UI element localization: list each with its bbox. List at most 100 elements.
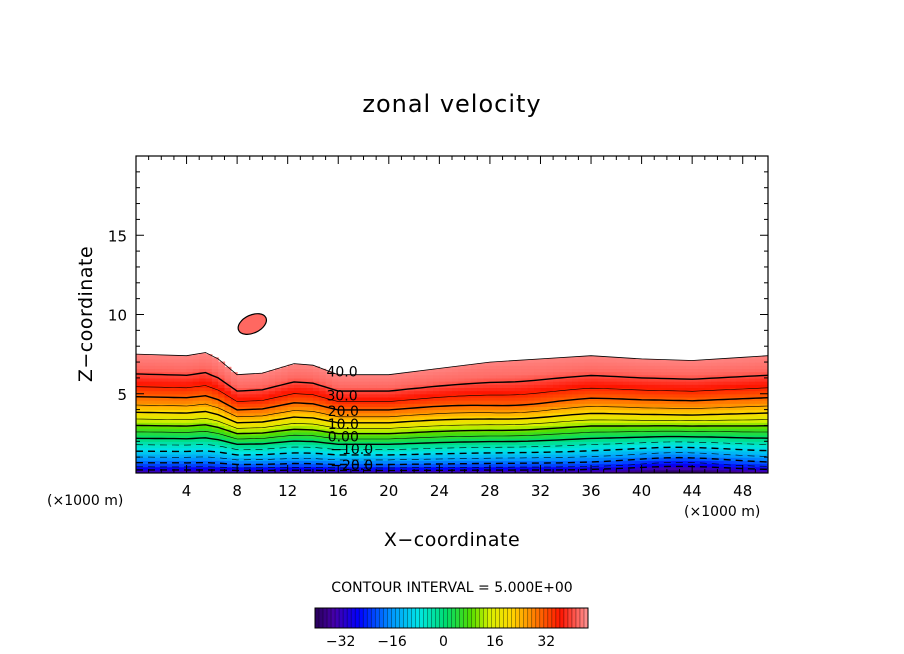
field-cell [268,377,276,382]
field-cell [742,381,750,385]
field-cell [641,387,649,392]
field-cell [136,354,143,357]
field-cell [698,441,706,446]
field-cell [534,365,542,369]
field-cell [426,384,434,389]
field-cell [268,384,276,389]
field-cell [565,357,573,360]
field-cell [445,469,453,473]
field-cell [534,469,542,473]
field-cell [584,381,592,385]
field-cell [749,368,756,373]
field-cell [761,377,768,382]
colorbar-swatch [543,608,549,628]
field-cell [483,393,491,398]
field-cell [464,438,472,442]
field-cell [508,362,516,366]
field-cell [287,387,295,392]
field-cell [685,406,693,411]
field-cell [167,450,175,455]
field-cell [199,425,207,430]
field-cell [603,400,611,404]
field-cell [218,412,226,417]
field-cell [344,453,352,458]
field-cell [312,368,320,373]
field-cell [426,438,434,442]
field-cell [527,403,535,408]
field-cell [685,447,693,452]
field-cell [319,419,327,423]
field-cell [407,400,415,404]
field-cell [591,368,598,373]
field-cell [376,374,384,379]
field-cell [692,360,700,363]
field-cell [711,409,719,414]
field-cell [205,381,213,385]
field-cell [312,441,320,446]
field-cell [628,368,636,373]
field-cell [312,371,320,376]
field-cell [395,422,403,427]
field-cell [439,412,447,417]
field-cell [654,381,662,385]
field-cell [470,374,478,379]
field-cell [237,415,245,420]
field-cell [628,428,636,433]
field-cell [199,358,207,363]
field-cell [654,463,662,468]
field-cell [660,409,668,414]
field-cell [243,384,251,389]
contour-line [136,435,768,446]
field-cell [502,362,510,366]
field-cell [553,362,561,366]
field-cell [180,400,188,404]
field-cell [325,387,333,392]
field-cell [521,425,529,430]
field-cell [628,377,636,382]
field-cell [730,415,737,420]
field-cell [136,441,143,446]
contour-label: 0.00 [328,430,359,446]
field-cell [755,356,763,360]
field-cell [755,377,763,382]
field-cell [237,469,245,473]
field-cell [755,441,763,446]
field-cell [376,438,384,442]
field-cell [300,428,308,433]
field-cell [635,422,643,427]
field-cell [211,409,219,414]
field-cell [540,469,548,473]
field-cell [540,434,548,439]
field-cell [565,441,573,446]
field-cell [433,419,440,423]
field-cell [445,381,453,385]
field-cell [325,393,333,398]
field-cell [489,422,497,427]
field-cell [761,381,768,385]
colorbar-swatch [559,608,565,628]
field-cell [679,393,687,398]
field-cell [154,393,162,398]
colorbar-swatch [339,608,344,628]
field-cell [591,466,598,471]
field-cell [420,400,428,404]
field-cell [249,438,257,442]
field-cell [641,390,649,395]
field-cell [325,460,333,465]
field-cell [445,444,453,449]
field-cell [445,453,453,458]
field-cell [521,444,529,449]
field-cell [218,396,226,401]
field-cell [666,431,674,436]
field-cell [300,384,308,389]
field-cell [673,381,681,385]
field-cell [218,460,226,465]
field-cell [755,384,763,389]
field-cell [300,393,308,398]
field-cell [692,393,700,398]
field-cell [312,469,320,473]
field-cell [401,460,409,465]
field-cell [275,447,282,452]
field-cell [180,365,188,369]
field-cell [262,381,270,385]
